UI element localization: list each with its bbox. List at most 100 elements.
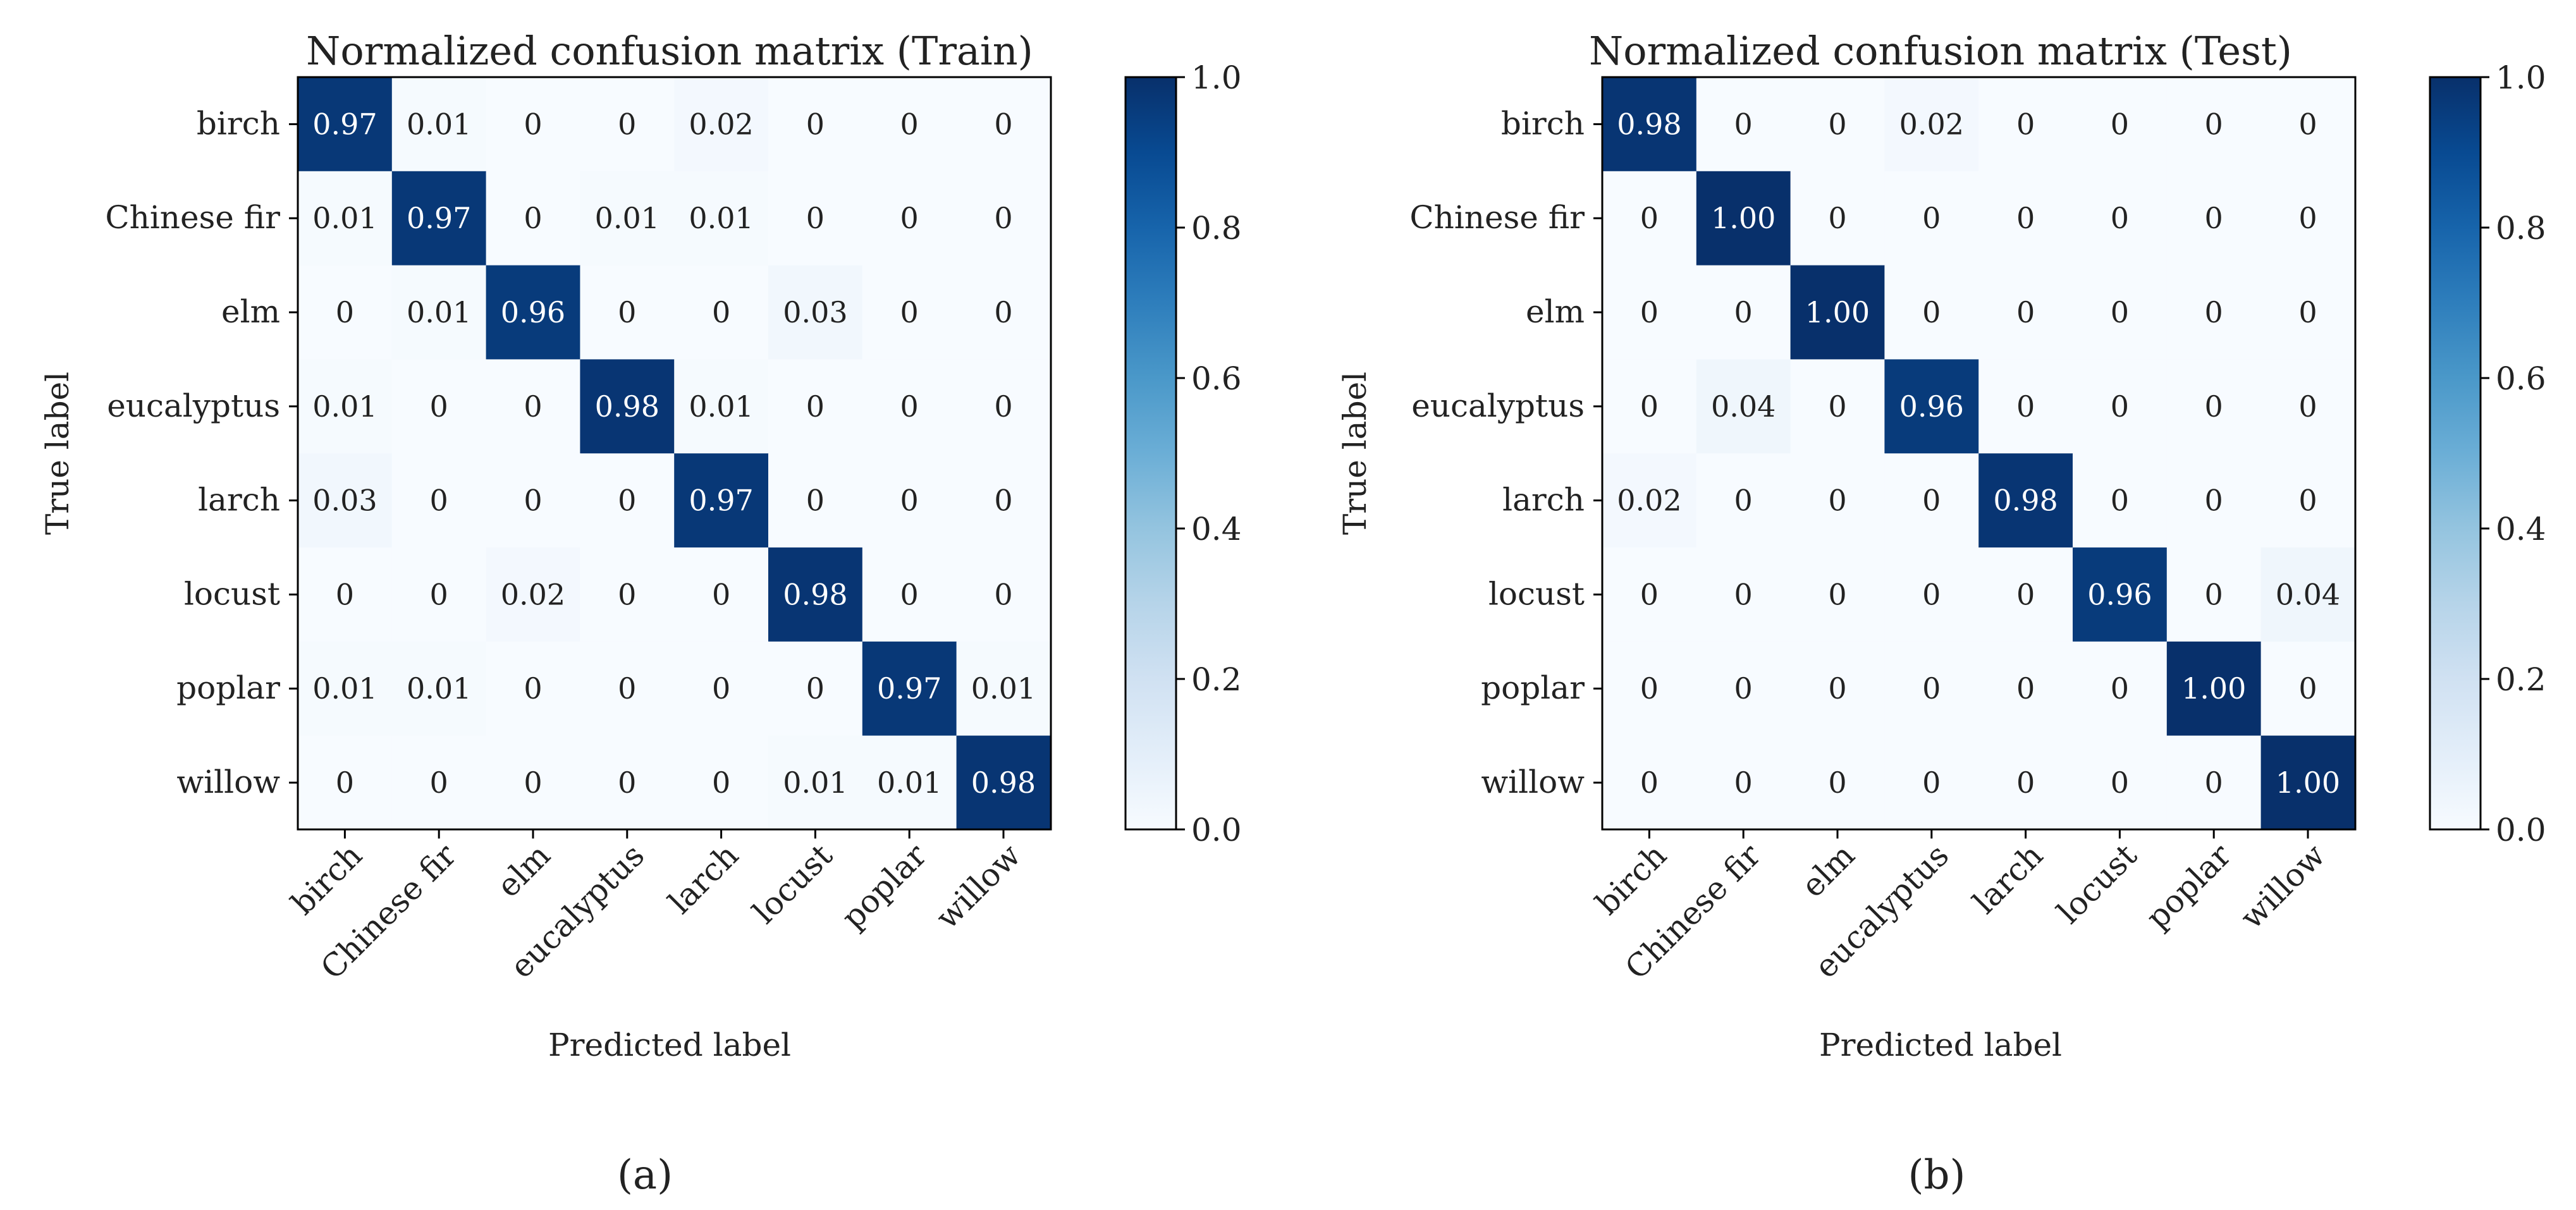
cell-value-b-r7-c5: 0 [2111, 766, 2129, 800]
heatmap-cell-a-r1-c4 [674, 171, 769, 266]
cell-value-a-r1-c7: 0 [994, 201, 1012, 235]
cell-value-b-r0-c7: 0 [2298, 107, 2317, 141]
x-tick-label-a-willow: willow [929, 837, 1028, 936]
cell-value-a-r1-c2: 0 [524, 201, 542, 235]
heatmap-cell-b-r1-c2 [1790, 171, 1885, 266]
heatmap-cell-a-r1-c7 [956, 171, 1051, 266]
cell-value-b-r3-c7: 0 [2298, 389, 2317, 424]
heatmap-cell-b-r1-c4 [1978, 171, 2073, 266]
heatmap-cell-a-r4-c4 [674, 453, 769, 548]
x-tick-label-b-poplar: poplar [2139, 837, 2238, 936]
cell-value-a-r4-c1: 0 [430, 484, 448, 518]
heatmap-cell-a-r7-c5 [768, 735, 863, 830]
heatmap-cell-a-r0-c1 [391, 77, 487, 172]
cell-value-a-r1-c5: 0 [806, 201, 825, 235]
heatmap-cell-b-r3-c4 [1978, 359, 2073, 454]
cell-value-a-r2-c2: 0.96 [501, 295, 565, 329]
heatmap-cell-a-r1-c0 [298, 171, 393, 266]
cell-value-b-r3-c2: 0 [1828, 389, 1846, 424]
heatmap-cell-b-r2-c6 [2166, 265, 2262, 360]
y-tick-labels-b: birch Chinese fir elm eucalyptus larch locust… [1409, 105, 1602, 800]
cell-value-a-r7-c0: 0 [336, 766, 354, 800]
heatmap-cell-a-r4-c2 [486, 453, 580, 548]
heatmap-cell-b-r2-c5 [2073, 265, 2168, 360]
cell-value-b-r6-c3: 0 [1922, 671, 1941, 706]
cell-value-b-r1-c1: 1.00 [1711, 201, 1776, 235]
heatmap-cell-b-r4-c6 [2166, 453, 2262, 548]
heatmap-cell-b-r6-c7 [2260, 641, 2355, 736]
heatmap-cell-b-r0-c4 [1978, 77, 2073, 172]
cell-value-b-r2-c6: 0 [2205, 295, 2223, 329]
x-tick-label-b-elm: elm [1794, 837, 1862, 905]
cell-value-b-r4-c1: 0 [1734, 484, 1753, 518]
heatmap-cell-a-r2-c1 [391, 265, 487, 360]
colorbar-tick-label-b-3: 0.6 [2496, 360, 2546, 397]
cell-value-a-r0-c0: 0.97 [312, 107, 377, 141]
y-tick-label-a-larch: larch [198, 482, 280, 518]
heatmap-cell-a-r4-c5 [768, 453, 863, 548]
heatmap-cell-b-r0-c3 [1884, 77, 1979, 172]
cell-value-b-r2-c1: 0 [1734, 295, 1753, 329]
y-tick-label-a-elm: elm [221, 293, 280, 330]
cell-value-a-r1-c0: 0.01 [312, 201, 377, 235]
heatmap-cells-b [1602, 77, 2355, 830]
heatmap-cell-b-r2-c7 [2260, 265, 2355, 360]
heatmap-cell-a-r3-c6 [862, 359, 957, 454]
y-tick-label-a-locust: locust [184, 575, 280, 612]
heatmap-cell-b-r0-c7 [2260, 77, 2355, 172]
cell-value-a-r2-c0: 0 [336, 295, 354, 329]
cell-value-b-r7-c1: 0 [1734, 766, 1753, 800]
cell-value-b-r2-c0: 0 [1640, 295, 1659, 329]
cell-value-b-r1-c3: 0 [1922, 201, 1941, 235]
caption-a: (a) [617, 1152, 673, 1199]
cell-value-a-r0-c5: 0 [806, 107, 825, 141]
cell-value-b-r5-c5: 0.96 [2087, 577, 2152, 611]
cell-value-a-r7-c5: 0.01 [783, 766, 847, 800]
heatmap-cell-b-r5-c3 [1884, 547, 1979, 642]
heatmap-cell-a-r4-c0 [298, 453, 393, 548]
cell-value-a-r3-c6: 0 [900, 389, 919, 424]
cell-value-b-r6-c4: 0 [2016, 671, 2035, 706]
heatmap-cell-a-r5-c1 [391, 547, 487, 642]
x-tick-label-a-poplar: poplar [835, 837, 934, 936]
cell-value-b-r5-c7: 0.04 [2276, 577, 2340, 611]
heatmap-cell-b-r4-c4 [1978, 453, 2073, 548]
cell-value-a-r7-c7: 0.98 [971, 766, 1036, 800]
heatmap-cell-b-r7-c3 [1884, 735, 1979, 830]
colorbar-tick-label-b-4: 0.8 [2496, 210, 2546, 247]
plot-frame-b [1601, 76, 2357, 831]
heatmap-cell-a-r4-c1 [391, 453, 487, 548]
heatmap-cell-a-r2-c7 [956, 265, 1051, 360]
heatmap-cell-b-r6-c4 [1978, 641, 2073, 736]
cell-value-b-r0-c1: 0 [1734, 107, 1753, 141]
x-tick-label-a-larch: larch [661, 837, 745, 921]
cell-value-a-r0-c2: 0 [524, 107, 542, 141]
heatmap-cell-b-r0-c6 [2166, 77, 2262, 172]
heatmap-cell-b-r7-c0 [1602, 735, 1697, 830]
cell-value-a-r3-c5: 0 [806, 389, 825, 424]
heatmap-cell-b-r1-c1 [1696, 171, 1791, 266]
cell-value-a-r7-c4: 0 [712, 766, 730, 800]
cell-value-a-r7-c2: 0 [524, 766, 542, 800]
x-tick-label-a-birch: birch [284, 837, 369, 922]
cell-value-b-r1-c4: 0 [2016, 201, 2035, 235]
cell-value-a-r7-c1: 0 [430, 766, 448, 800]
heatmap-cell-b-r0-c0 [1602, 77, 1697, 172]
heatmap-cell-a-r5-c3 [580, 547, 675, 642]
cell-value-b-r0-c5: 0 [2111, 107, 2129, 141]
cell-value-b-r3-c0: 0 [1640, 389, 1659, 424]
cell-value-a-r4-c3: 0 [618, 484, 636, 518]
cell-value-a-r5-c2: 0.02 [501, 577, 565, 611]
cell-value-a-r2-c5: 0.03 [783, 295, 847, 329]
cell-value-a-r4-c0: 0.03 [312, 484, 377, 518]
y-tick-label-b-eucalyptus: eucalyptus [1411, 388, 1585, 424]
heatmap-cell-b-r6-c1 [1696, 641, 1791, 736]
heatmap-cell-a-r4-c3 [580, 453, 675, 548]
heatmap-cell-a-r3-c4 [674, 359, 769, 454]
heatmap-cell-b-r4-c7 [2260, 453, 2355, 548]
cell-value-b-r5-c3: 0 [1922, 577, 1941, 611]
x-axis-label-a: Predicted label [548, 1027, 791, 1063]
cell-value-b-r2-c5: 0 [2111, 295, 2129, 329]
heatmap-cell-a-r6-c3 [580, 641, 675, 736]
heatmap-cell-a-r7-c1 [391, 735, 487, 830]
